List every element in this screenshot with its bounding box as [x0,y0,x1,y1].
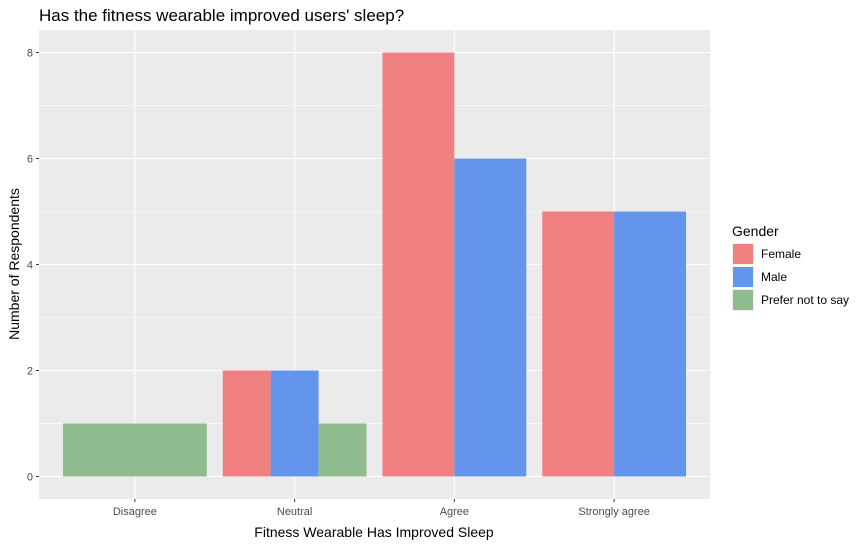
bar-male [454,158,527,477]
bar-prefer-not-to-say [62,423,207,477]
x-axis: Disagree Neutral Agree Strongly agree [113,499,650,518]
bar-female [222,370,271,477]
bars [62,52,687,477]
y-tick-label: 2 [27,365,33,377]
bar-male [270,370,319,477]
x-axis-title: Fitness Wearable Has Improved Sleep [254,524,494,540]
legend-swatch [733,290,753,310]
legend-swatch [733,244,753,264]
bar-female [382,52,455,477]
legend-swatch [733,267,753,287]
x-tick-label: Agree [440,506,469,518]
x-tick-label: Neutral [277,506,312,518]
y-axis: 0 2 4 6 8 [27,48,39,483]
bar-male [614,211,687,477]
bar-prefer-not-to-say [318,423,367,477]
y-tick-label: 6 [27,154,33,166]
x-tick-label: Disagree [113,506,157,518]
chart-title: Has the fitness wearable improved users'… [39,6,404,25]
x-tick-label: Strongly agree [578,506,650,518]
y-tick-label: 0 [27,471,33,483]
legend-label: Male [761,270,787,284]
y-axis-title: Number of Respondents [6,188,22,340]
legend-title: Gender [732,223,779,239]
legend: Gender Female Male Prefer not to say [732,223,849,311]
legend-label: Prefer not to say [761,293,849,307]
legend-label: Female [761,247,801,261]
bar-female [542,211,615,477]
y-tick-label: 4 [27,260,33,272]
y-tick-label: 8 [27,48,33,60]
